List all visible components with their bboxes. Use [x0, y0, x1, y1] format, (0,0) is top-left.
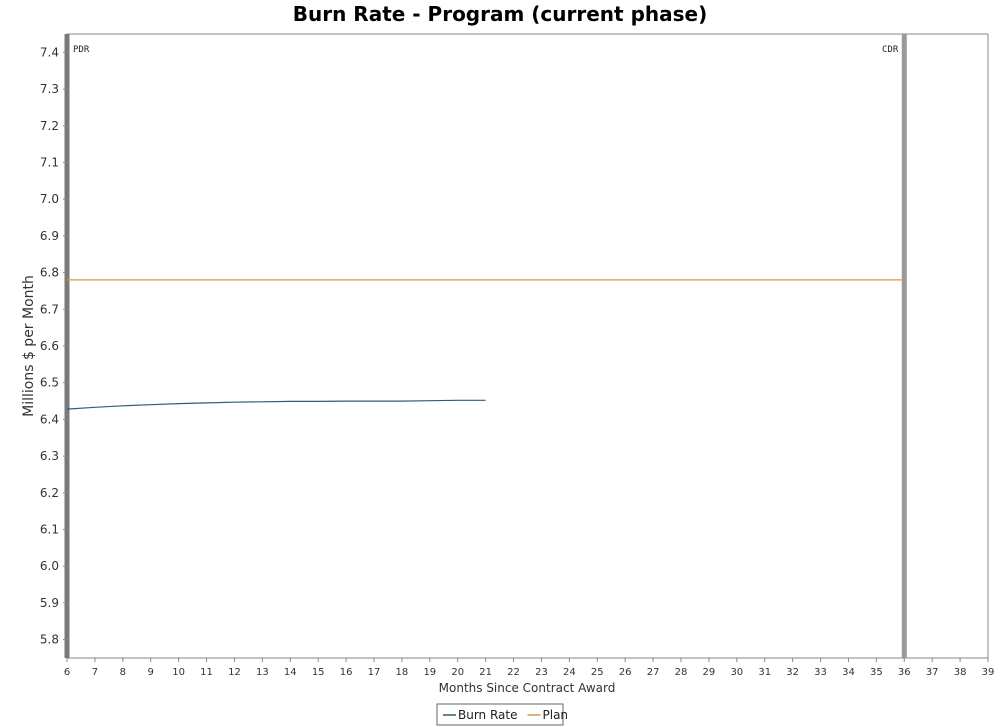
x-tick-label: 9	[148, 667, 154, 678]
x-tick-label: 36	[898, 667, 911, 678]
x-tick-label: 11	[200, 667, 213, 678]
milestone-label-cdr: CDR	[882, 45, 899, 55]
x-tick-label: 20	[451, 667, 464, 678]
y-tick-label: 6.9	[40, 229, 59, 243]
plot-area	[66, 33, 989, 659]
y-tick-label: 7.4	[40, 45, 59, 59]
x-tick-label: 25	[591, 667, 604, 678]
x-tick-label: 35	[870, 667, 883, 678]
x-tick-label: 22	[507, 667, 520, 678]
x-tick-label: 14	[284, 667, 297, 678]
x-tick-label: 30	[730, 667, 743, 678]
x-tick-label: 28	[675, 667, 688, 678]
y-tick-label: 6.1	[40, 523, 59, 537]
x-axis-label: Months Since Contract Award	[439, 681, 616, 695]
x-tick-label: 13	[256, 667, 269, 678]
legend-label-burn-rate: Burn Rate	[458, 708, 518, 722]
y-tick-label: 6.2	[40, 486, 59, 500]
x-tick-label: 10	[172, 667, 185, 678]
series-group	[66, 279, 905, 410]
x-tick-label: 38	[954, 667, 967, 678]
x-tick-label: 37	[926, 667, 939, 678]
x-tick-label: 12	[228, 667, 241, 678]
y-tick-label: 6.8	[40, 266, 59, 280]
y-tick-label: 7.3	[40, 82, 59, 96]
x-tick-label: 23	[535, 667, 548, 678]
x-tick-label: 32	[786, 667, 799, 678]
y-tick-label: 6.4	[40, 412, 59, 426]
chart-title: Burn Rate - Program (current phase)	[293, 2, 707, 26]
x-tick-label: 17	[368, 667, 381, 678]
y-tick-label: 7.1	[40, 155, 59, 169]
x-tick-label: 16	[340, 667, 353, 678]
legend-label-plan: Plan	[543, 708, 569, 722]
x-tick-label: 7	[92, 667, 98, 678]
x-tick-label: 18	[396, 667, 409, 678]
milestone-label-pdr: PDR	[73, 45, 90, 55]
x-tick-label: 34	[842, 667, 855, 678]
x-tick-label: 39	[982, 667, 995, 678]
x-tick-label: 6	[64, 667, 70, 678]
milestone-marker-cdr	[901, 34, 907, 658]
y-tick-label: 5.8	[40, 633, 59, 647]
x-tick-label: 8	[120, 667, 126, 678]
x-axis: 6 7 8 9 10 11 12 13 14 15 16 17 18 19 20 21 22 23 24 25 26 27…	[64, 658, 995, 678]
y-axis-label: Millions $ per Month	[21, 275, 37, 417]
x-tick-label: 27	[647, 667, 660, 678]
y-tick-label: 6.6	[40, 339, 59, 353]
x-tick-label: 21	[479, 667, 492, 678]
y-tick-label: 7.0	[40, 192, 59, 206]
y-tick-label: 6.3	[40, 449, 59, 463]
series-line-burn-rate	[66, 399, 486, 410]
x-tick-label: 24	[563, 667, 576, 678]
x-tick-label: 29	[703, 667, 716, 678]
y-tick-label: 5.9	[40, 596, 59, 610]
y-axis: 5.8 5.9 6.0 6.1 6.2 6.3 6.4 6.5 6.6 6.7 6.8 6.9 7.0 7…	[40, 45, 67, 647]
legend-box	[436, 703, 564, 726]
legend: Burn Rate Plan	[436, 703, 569, 726]
x-tick-label: 31	[758, 667, 771, 678]
y-tick-label: 7.2	[40, 119, 59, 133]
x-tick-label: 26	[619, 667, 632, 678]
y-tick-label: 6.0	[40, 559, 59, 573]
x-tick-label: 19	[423, 667, 436, 678]
x-tick-label: 15	[312, 667, 325, 678]
x-tick-label: 33	[814, 667, 827, 678]
y-tick-label: 6.7	[40, 302, 59, 316]
y-tick-label: 6.5	[40, 376, 59, 390]
